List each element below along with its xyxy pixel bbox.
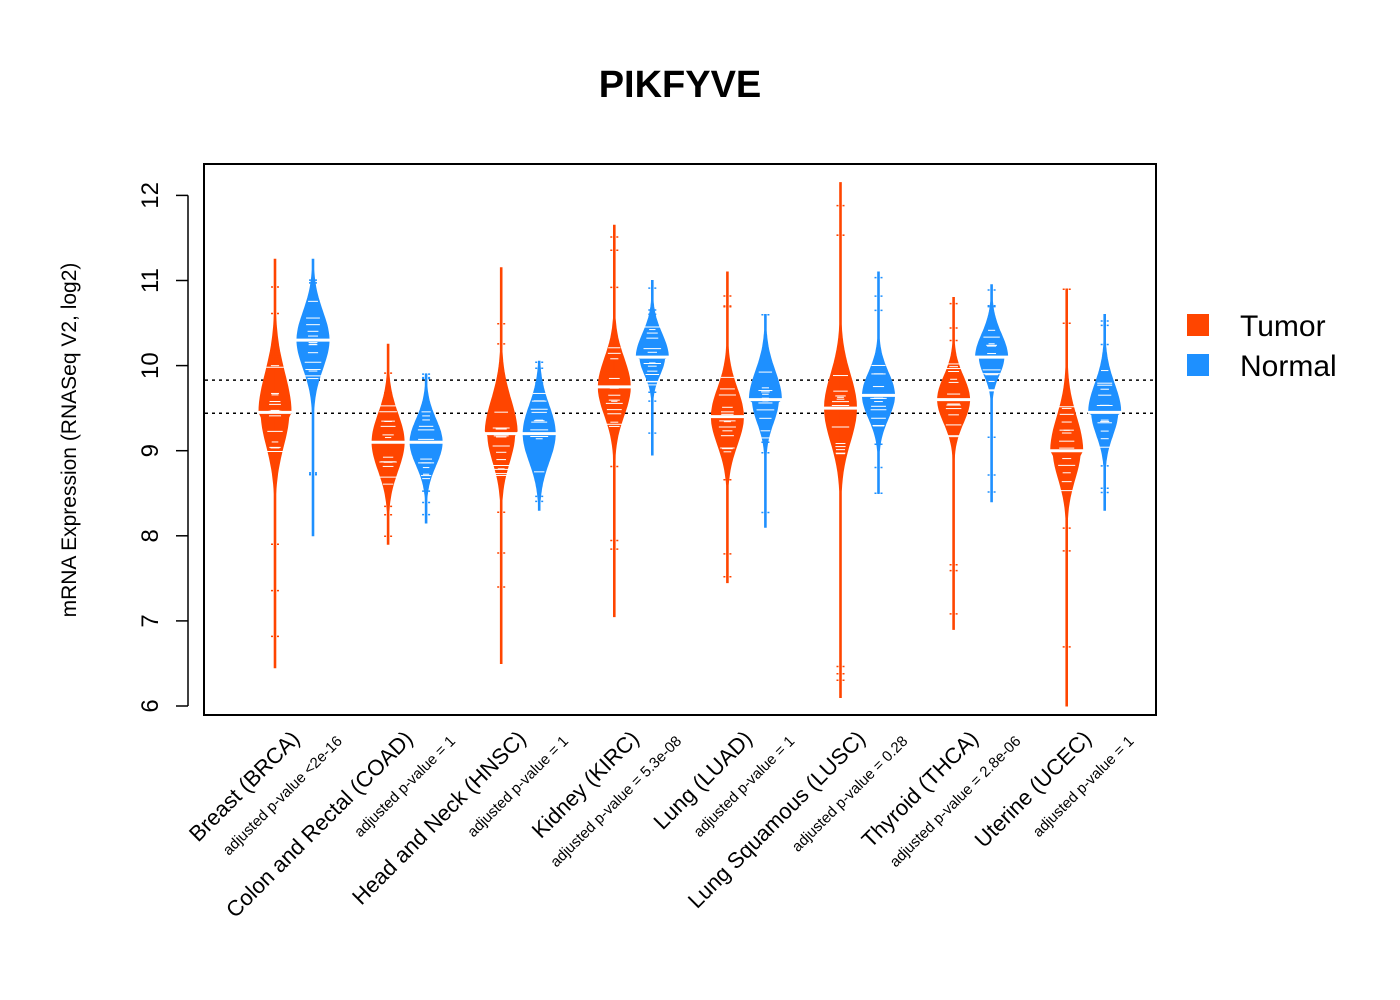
- chart-title: PIKFYVE: [599, 64, 762, 106]
- y-axis: 6 7 8 9 10 11 12: [137, 182, 189, 713]
- y-tick-label: 9: [137, 444, 164, 457]
- sample-ticks: [492, 323, 510, 588]
- sample-ticks: [530, 361, 549, 503]
- legend-label-tumor: Tumor: [1240, 310, 1326, 343]
- legend-swatch-tumor: [1187, 314, 1209, 336]
- violin-normal: [522, 360, 557, 511]
- sample-ticks: [266, 286, 284, 638]
- violin-normal: [1087, 314, 1122, 511]
- x-axis-labels: Breast (BRCA)adjusted p-value <2e-16Colo…: [184, 726, 1138, 923]
- sample-ticks: [379, 372, 398, 537]
- y-tick-label: 10: [137, 352, 164, 379]
- sample-ticks: [1058, 288, 1076, 648]
- sample-ticks: [831, 204, 850, 681]
- sample-ticks: [643, 287, 662, 434]
- violin-tumor: [484, 267, 519, 664]
- y-tick-label: 8: [137, 529, 164, 542]
- violin-tumor: [597, 224, 632, 618]
- violin-normal: [635, 280, 670, 456]
- reference-lines: [205, 379, 1155, 415]
- y-tick-label: 7: [137, 614, 164, 627]
- sample-ticks: [945, 302, 962, 615]
- violin-tumor: [823, 182, 858, 698]
- y-tick-label: 6: [137, 699, 164, 712]
- violin-normal: [409, 373, 444, 524]
- sample-ticks: [304, 279, 322, 476]
- y-tick-label: 12: [137, 182, 164, 209]
- y-axis-label: mRNA Expression (RNASeq V2, log2): [58, 263, 81, 618]
- category-label-group: Thyroid (THCA)adjusted p-value = 2.8e-06: [857, 726, 1025, 871]
- y-tick-label: 11: [137, 268, 164, 293]
- violin-tumor: [258, 258, 292, 669]
- sample-ticks: [718, 295, 736, 578]
- violin-normal: [861, 271, 896, 494]
- violin-normal: [748, 313, 783, 528]
- plot-frame: [203, 163, 1157, 716]
- category-label-group: Uterine (UCEC)adjusted p-value = 1: [970, 726, 1138, 853]
- legend-swatch-normal: [1187, 354, 1209, 376]
- violin-tumor: [1049, 288, 1084, 707]
- violins: [258, 182, 1122, 707]
- legend: Tumor Normal: [1187, 310, 1337, 383]
- sample-ticks: [870, 276, 887, 494]
- legend-label-normal: Normal: [1240, 350, 1337, 383]
- violin-tumor: [371, 343, 406, 545]
- sample-ticks: [982, 289, 1001, 493]
- violin-normal: [974, 284, 1009, 503]
- violin-tumor: [936, 297, 971, 630]
- violin-tumor: [710, 271, 745, 584]
- violin-normal: [296, 258, 330, 537]
